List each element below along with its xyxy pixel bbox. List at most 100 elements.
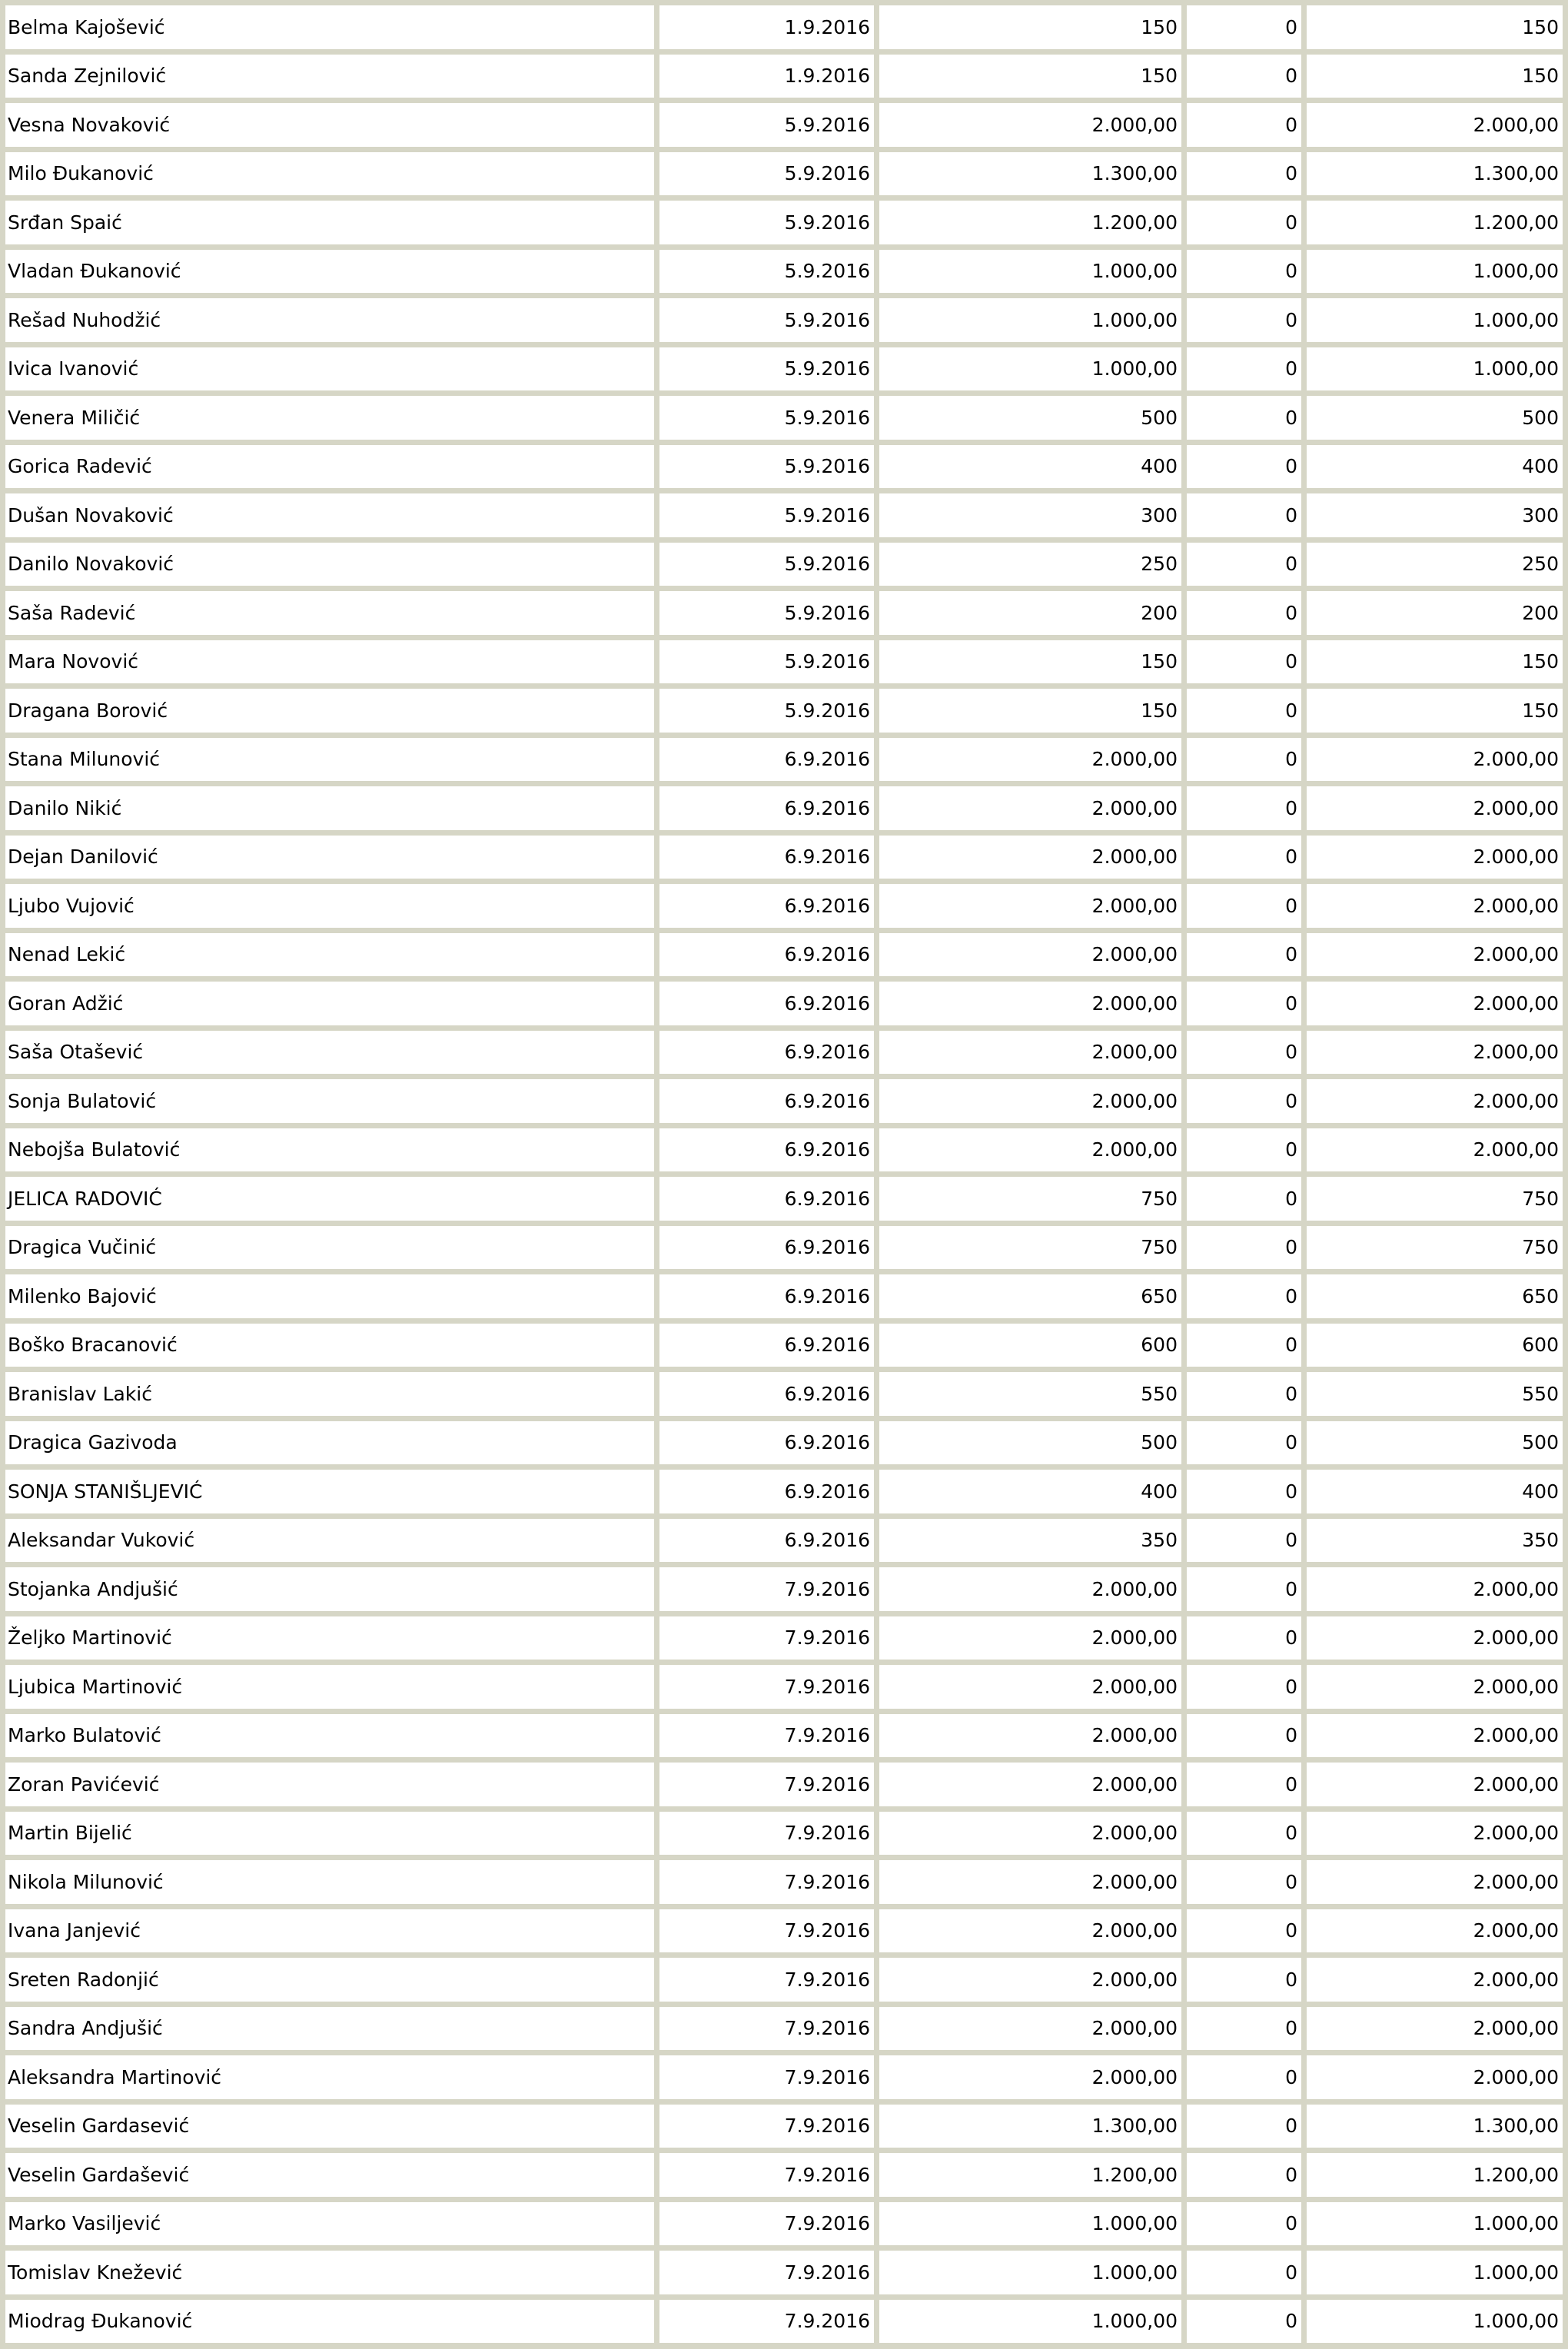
date-cell: 5.9.2016 [659, 103, 874, 147]
total-cell: 350 [1307, 1518, 1563, 1562]
amount-cell: 150 [879, 640, 1181, 683]
table-row: Gorica Radević 5.9.2016 400 0 400 [5, 444, 1563, 488]
zero-cell: 0 [1187, 932, 1301, 976]
date-cell: 6.9.2016 [659, 1420, 874, 1464]
zero-cell: 0 [1187, 493, 1301, 537]
name-cell: Sreten Radonjić [5, 1958, 654, 2002]
name-cell: Milo Đukanović [5, 151, 654, 195]
amount-cell: 750 [879, 1177, 1181, 1221]
name-cell: Nikola Milunović [5, 1860, 654, 1904]
table-row: Vladan Đukanović 5.9.2016 1.000,00 0 1.000,0… [5, 249, 1563, 293]
date-cell: 5.9.2016 [659, 542, 874, 586]
table-row: Marko Bulatović 7.9.2016 2.000,00 0 2.000,00 [5, 1713, 1563, 1757]
total-cell: 1.000,00 [1307, 2251, 1563, 2294]
total-cell: 1.000,00 [1307, 2299, 1563, 2343]
total-cell: 500 [1307, 1420, 1563, 1464]
date-cell: 7.9.2016 [659, 2153, 874, 2197]
amount-cell: 1.200,00 [879, 2153, 1181, 2197]
amount-cell: 1.300,00 [879, 151, 1181, 195]
name-cell: Nenad Lekić [5, 932, 654, 976]
table-row: Ivana Janjević 7.9.2016 2.000,00 0 2.000,00 [5, 1909, 1563, 1952]
name-cell: Saša Otašević [5, 1030, 654, 1074]
total-cell: 2.000,00 [1307, 1713, 1563, 1757]
total-cell: 2.000,00 [1307, 1079, 1563, 1123]
date-cell: 6.9.2016 [659, 982, 874, 1025]
date-cell: 7.9.2016 [659, 1860, 874, 1904]
amount-cell: 1.000,00 [879, 2201, 1181, 2245]
table-row: Zoran Pavićević 7.9.2016 2.000,00 0 2.000,00 [5, 1763, 1563, 1806]
table-row: Venera Miličić 5.9.2016 500 0 500 [5, 396, 1563, 440]
amount-cell: 1.000,00 [879, 2299, 1181, 2343]
date-cell: 7.9.2016 [659, 2006, 874, 2050]
date-cell: 1.9.2016 [659, 5, 874, 49]
total-cell: 200 [1307, 591, 1563, 635]
amount-cell: 2.000,00 [879, 1763, 1181, 1806]
name-cell: Dejan Danilović [5, 835, 654, 879]
zero-cell: 0 [1187, 1274, 1301, 1318]
amount-cell: 1.300,00 [879, 2104, 1181, 2148]
zero-cell: 0 [1187, 1470, 1301, 1513]
name-cell: Belma Kajošević [5, 5, 654, 49]
date-cell: 7.9.2016 [659, 1713, 874, 1757]
date-cell: 1.9.2016 [659, 54, 874, 98]
amount-cell: 750 [879, 1225, 1181, 1269]
name-cell: Danilo Novaković [5, 542, 654, 586]
zero-cell: 0 [1187, 1518, 1301, 1562]
name-cell: Zoran Pavićević [5, 1763, 654, 1806]
amount-cell: 2.000,00 [879, 1811, 1181, 1855]
table-row: Miodrag Đukanović 7.9.2016 1.000,00 0 1.000,… [5, 2299, 1563, 2343]
zero-cell: 0 [1187, 1616, 1301, 1660]
table-row: Rešad Nuhodžić 5.9.2016 1.000,00 0 1.000,00 [5, 298, 1563, 342]
amount-cell: 150 [879, 5, 1181, 49]
date-cell: 7.9.2016 [659, 1616, 874, 1660]
date-cell: 7.9.2016 [659, 2299, 874, 2343]
date-cell: 6.9.2016 [659, 835, 874, 879]
table-row: Marko Vasiljević 7.9.2016 1.000,00 0 1.000,0… [5, 2201, 1563, 2245]
table-row: Branislav Lakić 6.9.2016 550 0 550 [5, 1372, 1563, 1416]
table-row: Milo Đukanović 5.9.2016 1.300,00 0 1.300,00 [5, 151, 1563, 195]
zero-cell: 0 [1187, 737, 1301, 781]
amount-cell: 2.000,00 [879, 2006, 1181, 2050]
name-cell: Mara Novović [5, 640, 654, 683]
date-cell: 5.9.2016 [659, 493, 874, 537]
name-cell: Ljubica Martinović [5, 1665, 654, 1709]
table-row: Ljubica Martinović 7.9.2016 2.000,00 0 2.000… [5, 1665, 1563, 1709]
amount-cell: 200 [879, 591, 1181, 635]
total-cell: 2.000,00 [1307, 982, 1563, 1025]
table-row: Dragica Gazivoda 6.9.2016 500 0 500 [5, 1420, 1563, 1464]
amount-cell: 350 [879, 1518, 1181, 1562]
total-cell: 600 [1307, 1323, 1563, 1367]
amount-cell: 2.000,00 [879, 835, 1181, 879]
date-cell: 7.9.2016 [659, 1763, 874, 1806]
amount-cell: 2.000,00 [879, 1958, 1181, 2002]
date-cell: 5.9.2016 [659, 640, 874, 683]
table-row: Stana Milunović 6.9.2016 2.000,00 0 2.000,00 [5, 737, 1563, 781]
total-cell: 1.300,00 [1307, 2104, 1563, 2148]
zero-cell: 0 [1187, 1372, 1301, 1416]
date-cell: 7.9.2016 [659, 2104, 874, 2148]
date-cell: 6.9.2016 [659, 1372, 874, 1416]
total-cell: 2.000,00 [1307, 1958, 1563, 2002]
total-cell: 2.000,00 [1307, 2006, 1563, 2050]
zero-cell: 0 [1187, 1030, 1301, 1074]
table-row: Dušan Novaković 5.9.2016 300 0 300 [5, 493, 1563, 537]
name-cell: Rešad Nuhodžić [5, 298, 654, 342]
date-cell: 5.9.2016 [659, 298, 874, 342]
table-body: Belma Kajošević 1.9.2016 150 0 150 Sanda Zejn… [5, 5, 1563, 2343]
zero-cell: 0 [1187, 1665, 1301, 1709]
name-cell: Goran Adžić [5, 982, 654, 1025]
table-row: Boško Bracanović 6.9.2016 600 0 600 [5, 1323, 1563, 1367]
zero-cell: 0 [1187, 1909, 1301, 1952]
zero-cell: 0 [1187, 444, 1301, 488]
table-row: Ivica Ivanović 5.9.2016 1.000,00 0 1.000,00 [5, 347, 1563, 390]
total-cell: 2.000,00 [1307, 932, 1563, 976]
table-row: Martin Bijelić 7.9.2016 2.000,00 0 2.000,00 [5, 1811, 1563, 1855]
zero-cell: 0 [1187, 54, 1301, 98]
zero-cell: 0 [1187, 396, 1301, 440]
table-row: Sreten Radonjić 7.9.2016 2.000,00 0 2.000,00 [5, 1958, 1563, 2002]
zero-cell: 0 [1187, 1958, 1301, 2002]
table-row: SONJA STANIŠLJEVIĆ 6.9.2016 400 0 400 [5, 1470, 1563, 1513]
name-cell: Ivica Ivanović [5, 347, 654, 390]
date-cell: 5.9.2016 [659, 396, 874, 440]
